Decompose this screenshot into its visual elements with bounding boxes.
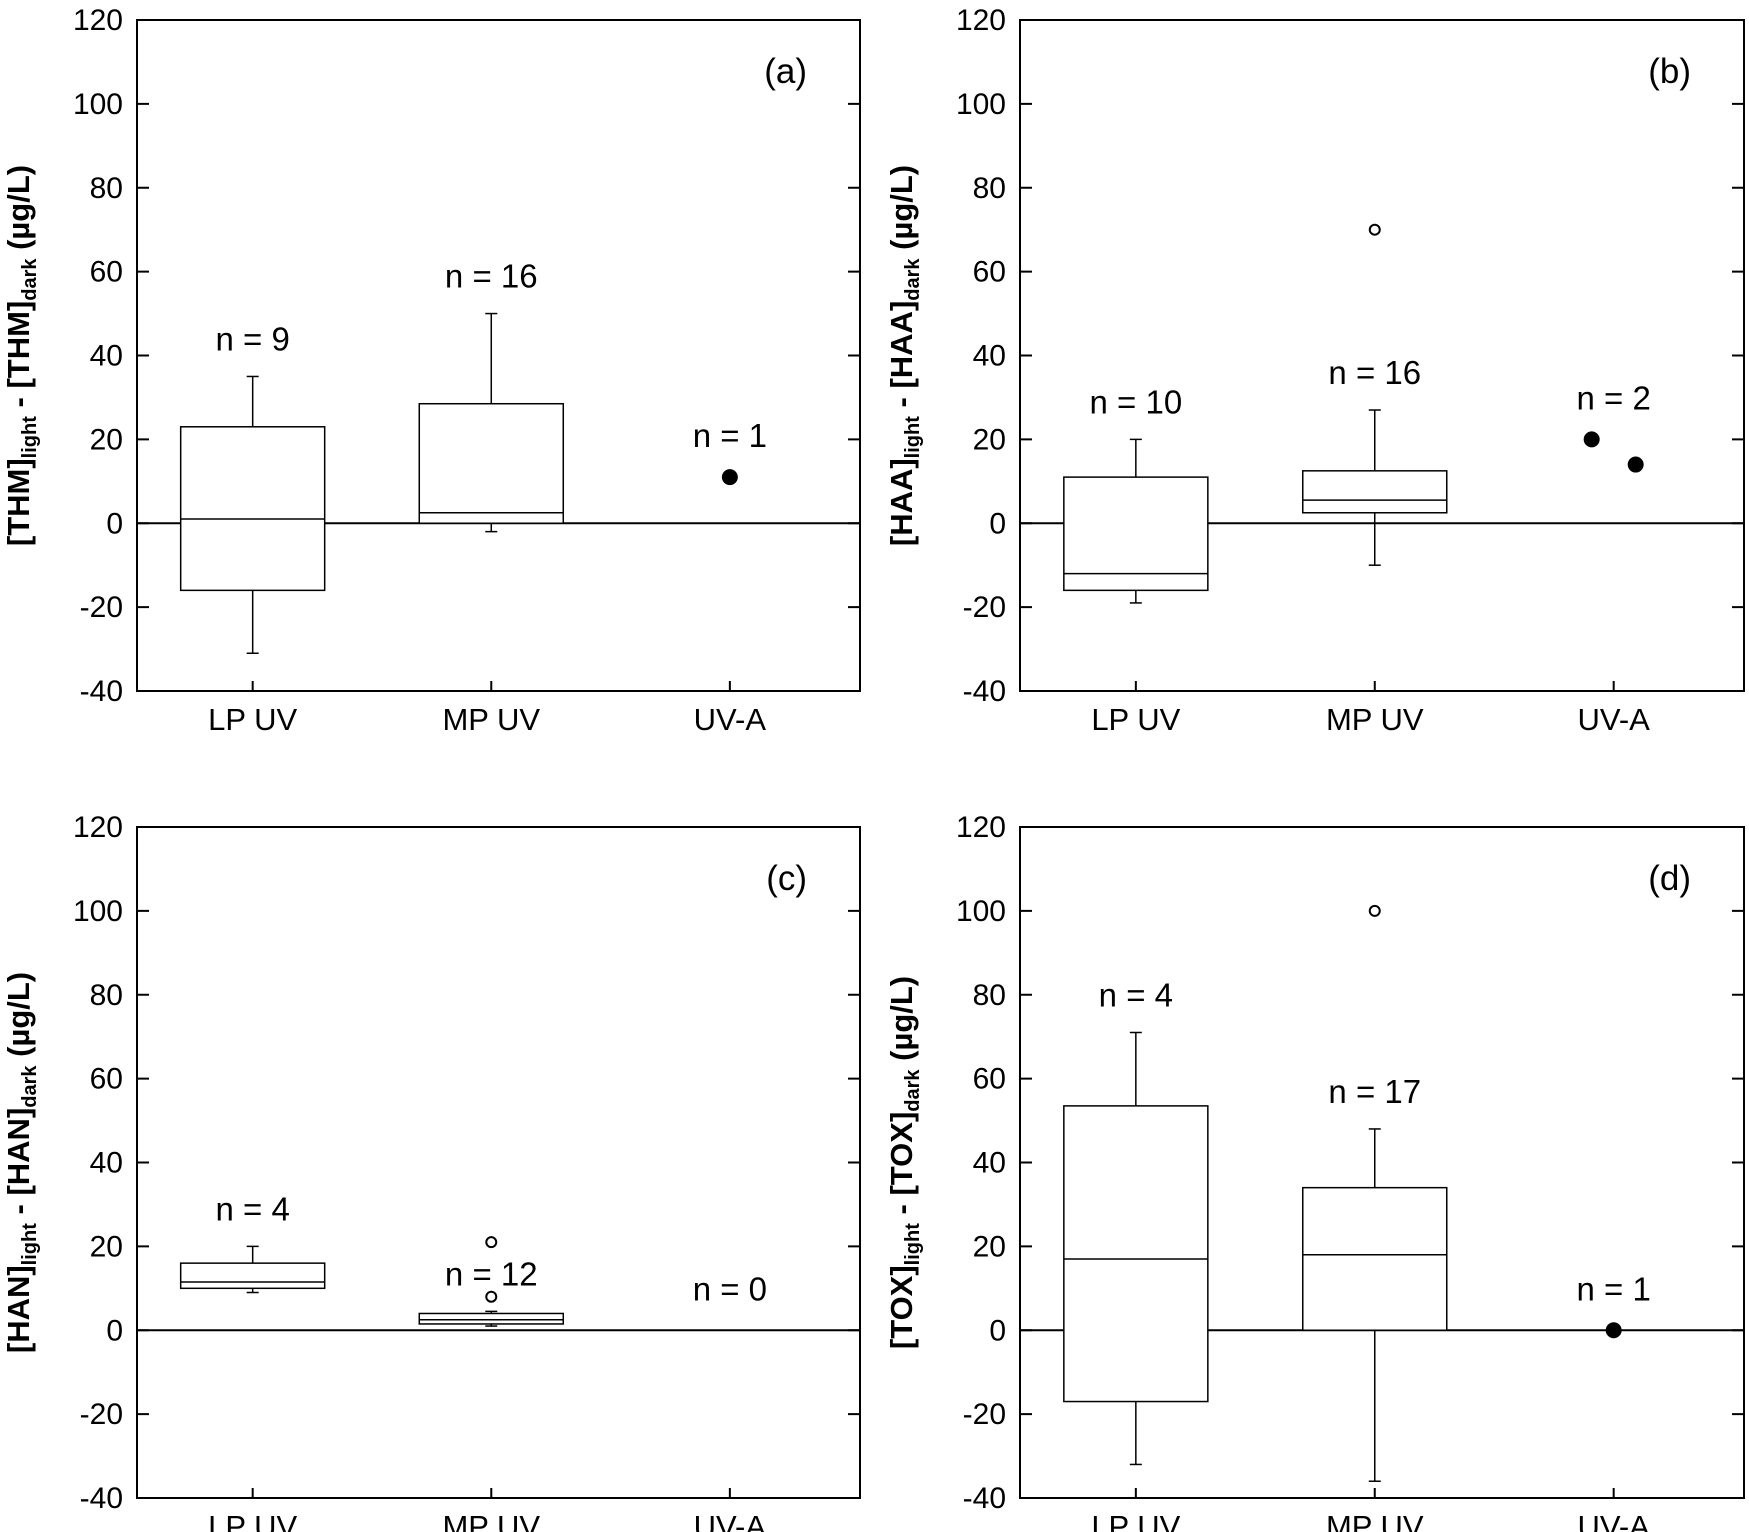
outlier-point [485, 1290, 498, 1303]
iqr-box [179, 1262, 326, 1290]
y-tick-label: 0 [989, 507, 1006, 540]
box-lp-uv [1063, 438, 1209, 604]
iqr-box [418, 1312, 565, 1325]
y-tick-label: -20 [963, 591, 1006, 624]
box-lp-uv [179, 1245, 326, 1294]
box-mp-uv [418, 1236, 565, 1327]
box-mp-uv [418, 312, 565, 533]
iqr-box [1063, 1105, 1209, 1403]
x-category-label: LP UV [1091, 1509, 1180, 1532]
iqr-box [418, 402, 565, 524]
y-tick-label: 120 [956, 811, 1006, 844]
y-tick-label: -40 [80, 675, 123, 708]
y-tick-label: -40 [80, 1482, 123, 1515]
y-tick-label: -20 [963, 1398, 1006, 1431]
box-mp-uv [1302, 904, 1448, 1482]
y-tick-label: 80 [973, 172, 1006, 205]
box-lp-uv [1063, 1031, 1209, 1466]
sample-size-label: n = 12 [445, 1255, 538, 1292]
sample-size-label: n = 16 [1328, 354, 1421, 391]
x-category-label: LP UV [208, 1509, 297, 1532]
y-tick-label: 0 [989, 1314, 1006, 1347]
x-category-label: MP UV [1326, 702, 1424, 737]
panel-d: -40 -20 0 20 40 60 80 100 120 LP UV MP UV UV-A (d) [T… [884, 811, 1745, 1532]
sample-size-label: n = 4 [216, 1190, 290, 1227]
box-mp-uv [1302, 223, 1448, 566]
y-tick-label: 20 [90, 423, 123, 456]
panel-b: -40 -20 0 20 40 60 80 100 120 LP UV MP UV UV-A (b) [H… [884, 4, 1745, 737]
sample-size-label: n = 16 [445, 258, 538, 295]
sample-size-label: n = 2 [1577, 379, 1651, 416]
y-tick-label: 20 [90, 1230, 123, 1263]
y-axis-label: [THM]light - [THM]dark (µg/L) [1, 165, 41, 546]
y-tick-label: -40 [963, 1482, 1006, 1515]
y-tick-label: 100 [73, 88, 123, 121]
data-point [1583, 431, 1600, 448]
x-category-label: MP UV [442, 1509, 540, 1532]
box-lp-uv [179, 375, 326, 655]
outlier-point [485, 1236, 498, 1249]
y-axis-label: [TOX]light - [TOX]dark (µg/L) [884, 976, 924, 1349]
outlier-point [1368, 223, 1381, 236]
panel-letter: (b) [1648, 52, 1691, 91]
sample-size-label: n = 0 [693, 1270, 767, 1307]
outlier-point [1368, 904, 1381, 917]
sample-size-label: n = 1 [693, 417, 767, 454]
iqr-box [1063, 476, 1209, 592]
y-tick-label: 40 [973, 1147, 1006, 1180]
y-tick-label: 60 [90, 256, 123, 289]
sample-size-label: n = 4 [1099, 976, 1173, 1013]
x-category-label: LP UV [208, 702, 297, 737]
y-tick-label: 40 [973, 340, 1006, 373]
y-tick-label: 0 [106, 1314, 123, 1347]
x-category-label: UV-A [1578, 1509, 1651, 1532]
y-tick-label: 0 [106, 507, 123, 540]
y-axis-label: [HAN]light - [HAN]dark (µg/L) [1, 972, 41, 1353]
y-tick-label: 60 [973, 1063, 1006, 1096]
iqr-box [1302, 1186, 1448, 1331]
y-tick-label: 20 [973, 1230, 1006, 1263]
panel-a: -40 -20 0 20 40 60 80 100 120 LP UV MP UV UV-A (a) [T… [1, 4, 861, 737]
y-tick-label: 120 [73, 811, 123, 844]
y-axis-label: [HAA]light - [HAA]dark (µg/L) [884, 165, 924, 546]
sample-size-label: n = 10 [1090, 383, 1183, 420]
y-tick-label: 40 [90, 340, 123, 373]
y-tick-label: 120 [73, 4, 123, 37]
x-category-label: UV-A [694, 702, 767, 737]
data-point [1627, 456, 1644, 473]
data-point [721, 469, 738, 486]
panel-letter: (c) [766, 859, 807, 898]
y-tick-label: 60 [90, 1063, 123, 1096]
y-tick-label: 80 [90, 172, 123, 205]
y-tick-label: 60 [973, 256, 1006, 289]
panel-letter: (a) [764, 52, 807, 91]
y-tick-label: 120 [956, 4, 1006, 37]
y-tick-label: -20 [80, 591, 123, 624]
y-tick-label: 40 [90, 1147, 123, 1180]
x-category-label: MP UV [442, 702, 540, 737]
sample-size-label: n = 9 [216, 320, 290, 357]
x-category-label: MP UV [1326, 1509, 1424, 1532]
y-tick-label: 100 [73, 895, 123, 928]
panel-c: -40 -20 0 20 40 60 80 100 120 LP UV MP UV UV-A (c) [H… [1, 811, 861, 1532]
y-tick-label: -40 [963, 675, 1006, 708]
y-tick-label: 80 [90, 979, 123, 1012]
x-category-label: UV-A [1578, 702, 1651, 737]
plot-frame [136, 826, 861, 1499]
panel-letter: (d) [1648, 859, 1691, 898]
y-tick-label: 80 [973, 979, 1006, 1012]
sample-size-label: n = 1 [1577, 1270, 1651, 1307]
y-tick-label: 100 [956, 88, 1006, 121]
iqr-box [179, 426, 326, 592]
y-tick-label: -20 [80, 1398, 123, 1431]
data-point [1605, 1322, 1622, 1339]
x-category-label: UV-A [694, 1509, 767, 1532]
iqr-box [1302, 470, 1448, 514]
y-tick-label: 20 [973, 423, 1006, 456]
x-category-label: LP UV [1091, 702, 1180, 737]
y-tick-label: 100 [956, 895, 1006, 928]
sample-size-label: n = 17 [1328, 1073, 1421, 1110]
